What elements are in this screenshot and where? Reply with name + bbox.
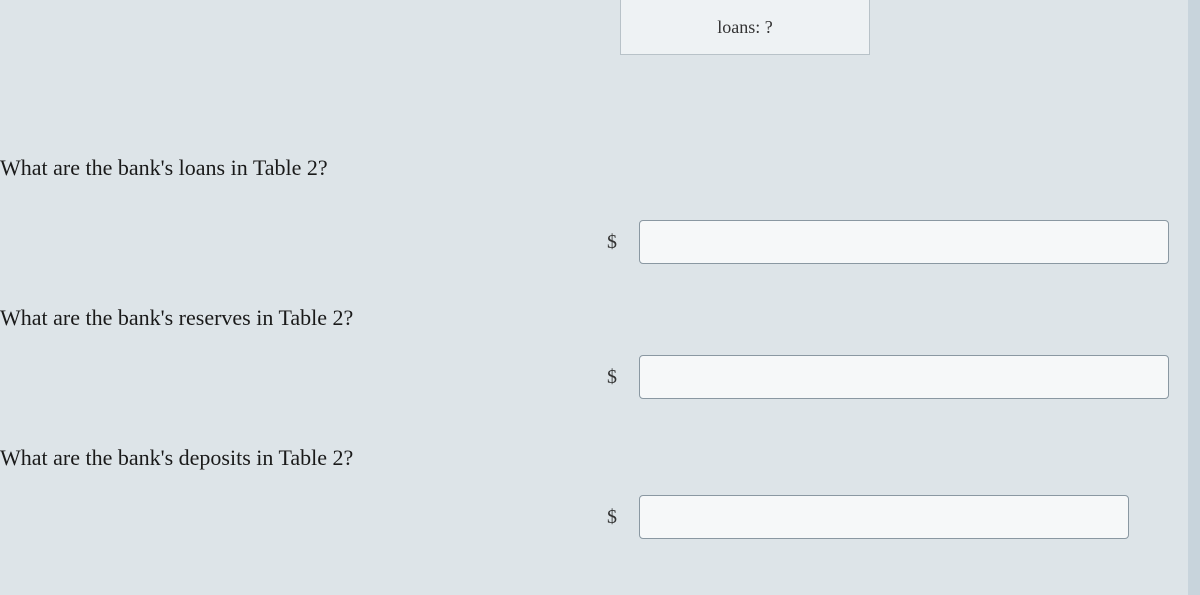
currency-symbol: $ [607,506,617,529]
table-cell-loans-label: loans: ? [717,17,773,38]
question-text: What are the bank's deposits in Table 2? [0,445,1188,471]
table-cell-loans: loans: ? [620,0,870,55]
currency-symbol: $ [607,231,617,254]
question-block-reserves: What are the bank's reserves in Table 2?… [0,305,1188,331]
currency-symbol: $ [607,366,617,389]
answer-row: $ [607,220,1169,264]
answer-row: $ [607,355,1169,399]
question-block-deposits: What are the bank's deposits in Table 2?… [0,445,1188,471]
question-text: What are the bank's loans in Table 2? [0,155,1188,181]
loans-input[interactable] [639,220,1169,264]
answer-row: $ [607,495,1129,539]
deposits-input[interactable] [639,495,1129,539]
question-text: What are the bank's reserves in Table 2? [0,305,1188,331]
reserves-input[interactable] [639,355,1169,399]
question-block-loans: What are the bank's loans in Table 2? $ [0,155,1188,181]
